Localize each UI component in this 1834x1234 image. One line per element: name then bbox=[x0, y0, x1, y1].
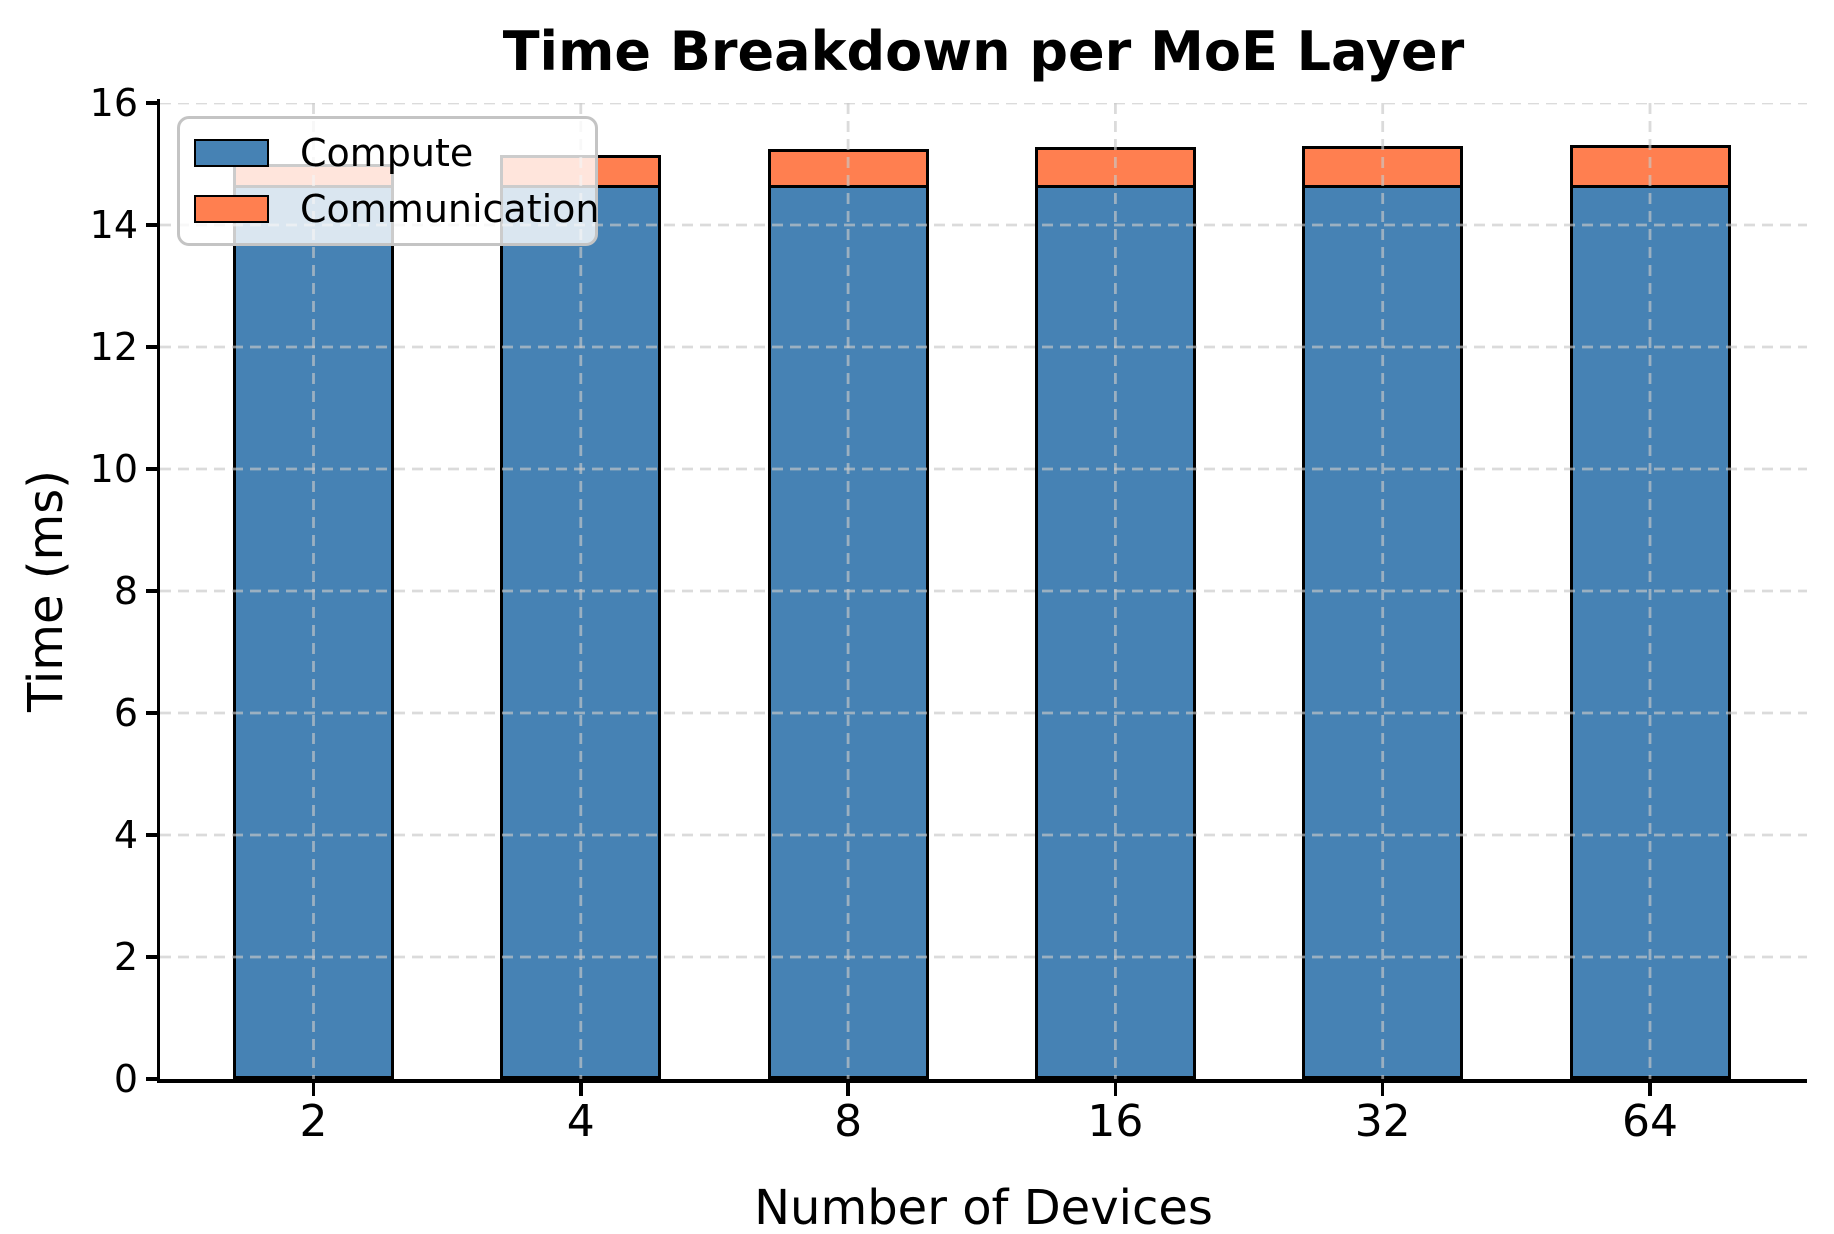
x-tick-mark-32 bbox=[1380, 1082, 1385, 1096]
y-tick-label-14: 14 bbox=[89, 203, 138, 247]
y-tick-label-12: 12 bbox=[89, 325, 138, 369]
y-tick-mark-6 bbox=[146, 711, 160, 715]
bar-communication-32-devices bbox=[1302, 145, 1464, 189]
plot-area bbox=[160, 103, 1807, 1079]
y-tick-label-8: 8 bbox=[113, 569, 138, 613]
x-tick-label-8: 8 bbox=[834, 1096, 863, 1147]
y-tick-mark-8 bbox=[146, 589, 160, 593]
bar-compute-32-devices bbox=[1302, 185, 1464, 1079]
y-tick-label-10: 10 bbox=[89, 447, 138, 491]
legend-item-communication: Communication bbox=[194, 190, 600, 228]
legend-label-compute: Compute bbox=[300, 131, 474, 175]
y-tick-mark-14 bbox=[146, 223, 160, 227]
y-tick-mark-2 bbox=[146, 955, 160, 959]
y-tick-mark-10 bbox=[146, 467, 160, 471]
bar-communication-8-devices bbox=[767, 148, 929, 189]
x-tick-label-4: 4 bbox=[566, 1096, 595, 1147]
y-tick-label-0: 0 bbox=[113, 1057, 138, 1101]
y-tick-mark-0 bbox=[146, 1077, 160, 1081]
x-tick-mark-4 bbox=[579, 1082, 583, 1096]
bar-compute-8-devices bbox=[767, 185, 929, 1079]
x-tick-label-32: 32 bbox=[1354, 1096, 1411, 1147]
y-tick-label-16: 16 bbox=[89, 81, 138, 125]
bar-communication-16-devices bbox=[1034, 146, 1196, 189]
bars-layer bbox=[160, 103, 1807, 1079]
x-axis-label: Number of Devices bbox=[754, 1180, 1213, 1234]
x-tick-label-2: 2 bbox=[299, 1096, 328, 1147]
bar-compute-16-devices bbox=[1034, 185, 1196, 1079]
y-tick-label-4: 4 bbox=[113, 813, 138, 857]
x-tick-mark-2 bbox=[311, 1082, 316, 1096]
y-tick-label-2: 2 bbox=[113, 935, 138, 979]
bar-communication-64-devices bbox=[1569, 144, 1731, 189]
y-tick-mark-12 bbox=[146, 345, 160, 349]
legend-swatch-compute-icon bbox=[194, 139, 269, 167]
bar-compute-4-devices bbox=[500, 185, 662, 1079]
legend: Compute Communication bbox=[177, 116, 600, 246]
chart-title: Time Breakdown per MoE Layer bbox=[502, 20, 1465, 83]
bar-compute-2-devices bbox=[233, 185, 394, 1079]
x-axis-spine bbox=[156, 1079, 1807, 1083]
legend-item-compute: Compute bbox=[194, 131, 595, 175]
x-tick-label-64: 64 bbox=[1622, 1096, 1678, 1147]
x-tick-mark-16 bbox=[1113, 1082, 1118, 1096]
x-tick-label-16: 16 bbox=[1087, 1096, 1144, 1147]
legend-swatch-communication-icon bbox=[194, 195, 269, 223]
bar-compute-64-devices bbox=[1569, 185, 1731, 1079]
y-tick-mark-4 bbox=[146, 833, 160, 837]
y-tick-mark-16 bbox=[146, 101, 160, 105]
y-tick-label-6: 6 bbox=[113, 691, 138, 735]
x-tick-mark-8 bbox=[846, 1082, 850, 1096]
legend-label-communication: Communication bbox=[300, 187, 600, 231]
x-tick-mark-64 bbox=[1648, 1082, 1652, 1096]
